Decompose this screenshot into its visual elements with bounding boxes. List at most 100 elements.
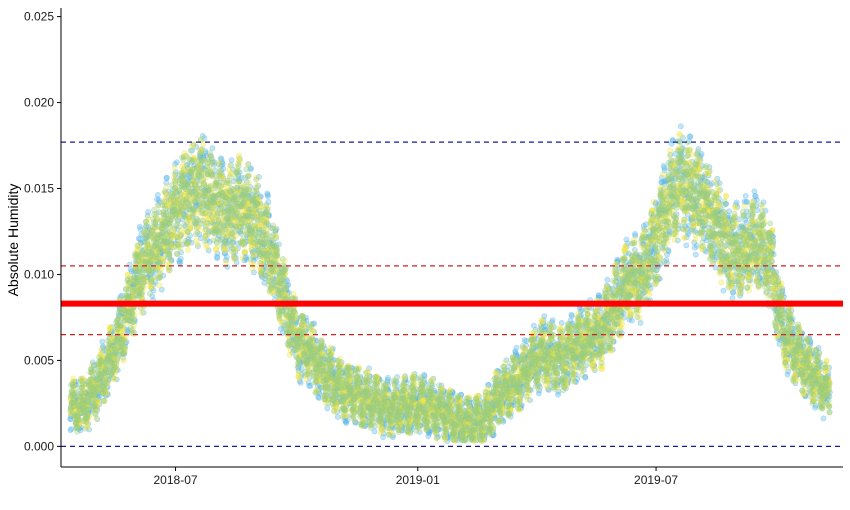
- scatter-point: [87, 392, 93, 399]
- scatter-point: [139, 309, 145, 316]
- scatter-point: [76, 419, 82, 426]
- scatter-point: [163, 184, 170, 191]
- scatter-point: [694, 242, 700, 249]
- scatter-point: [107, 340, 114, 347]
- scatter-point: [102, 389, 109, 396]
- scatter-point: [89, 359, 96, 366]
- scatter-point: [67, 416, 74, 423]
- scatter-point: [222, 246, 229, 253]
- scatter-point: [87, 386, 94, 392]
- scatter-point: [92, 379, 99, 386]
- scatter-point: [114, 357, 120, 363]
- scatter-point: [222, 259, 229, 266]
- scatter-point: [73, 389, 80, 396]
- scatter-point: [68, 401, 75, 408]
- scatter-point: [102, 375, 108, 382]
- scatter-point: [95, 389, 101, 396]
- scatter-point: [89, 391, 96, 398]
- scatter-point: [89, 376, 96, 383]
- scatter-point: [96, 375, 102, 381]
- scatter-point: [84, 400, 91, 407]
- scatter-point: [78, 397, 85, 404]
- scatter-point: [112, 363, 119, 370]
- scatter-point: [115, 345, 121, 351]
- scatter-point: [77, 416, 83, 423]
- scatter-point: [70, 395, 77, 401]
- scatter-point: [98, 368, 105, 375]
- scatter-point: [76, 424, 83, 431]
- scatter-point: [106, 373, 112, 380]
- scatter-point: [254, 182, 261, 189]
- scatter-point: [93, 382, 100, 389]
- scatter-point: [96, 381, 103, 388]
- scatter-point: [167, 256, 174, 263]
- scatter-point: [116, 339, 122, 346]
- scatter-point: [84, 404, 90, 411]
- scatter-point: [74, 412, 80, 419]
- scatter-point: [113, 366, 120, 373]
- scatter-point: [100, 365, 107, 372]
- scatter-point: [110, 342, 117, 349]
- scatter-point: [105, 391, 111, 398]
- scatter-point: [223, 253, 230, 260]
- scatter-point: [102, 389, 109, 396]
- scatter-point: [72, 395, 79, 402]
- scatter-point: [179, 229, 186, 236]
- scatter-point: [73, 398, 80, 405]
- scatter-point: [71, 389, 78, 396]
- scatter-point: [80, 399, 87, 406]
- scatter-point: [95, 387, 102, 393]
- scatter-point: [81, 393, 88, 399]
- scatter-point: [569, 312, 575, 319]
- scatter-point: [91, 366, 98, 373]
- scatter-point: [113, 361, 119, 367]
- scatter-point: [401, 374, 408, 381]
- scatter-point: [116, 312, 123, 319]
- scatter-point: [102, 364, 108, 371]
- scatter-point: [278, 320, 285, 327]
- scatter-point: [87, 406, 94, 413]
- scatter-point: [75, 410, 81, 417]
- scatter-point: [384, 374, 391, 381]
- scatter-point: [109, 355, 116, 362]
- scatter-point: [78, 410, 85, 416]
- scatter-point: [111, 343, 117, 350]
- scatter-point: [82, 396, 88, 403]
- scatter-point: [104, 385, 110, 391]
- scatter-point: [88, 377, 95, 384]
- scatter-point: [71, 378, 78, 385]
- scatter-point: [109, 324, 116, 330]
- scatter-point: [81, 389, 88, 395]
- scatter-point: [100, 359, 107, 366]
- scatter-point: [68, 411, 75, 418]
- scatter-point: [79, 403, 85, 410]
- scatter-point: [69, 392, 76, 399]
- scatter-point: [692, 251, 699, 258]
- scatter-point: [85, 396, 92, 403]
- scatter-point: [687, 133, 694, 140]
- scatter-point: [194, 241, 201, 248]
- scatter-point: [379, 426, 386, 433]
- scatter-point: [250, 261, 257, 268]
- scatter-point: [106, 335, 113, 342]
- scatter-point: [173, 159, 180, 166]
- scatter-point: [264, 193, 271, 200]
- scatter-point: [95, 392, 101, 398]
- scatter-point: [245, 179, 252, 186]
- scatter-point: [73, 378, 79, 385]
- scatter-point: [104, 358, 111, 365]
- scatter-point: [343, 417, 350, 424]
- scatter-point: [111, 355, 118, 362]
- scatter-point: [106, 364, 113, 371]
- scatter-point: [80, 405, 87, 412]
- scatter-point: [101, 387, 108, 394]
- scatter-point: [91, 386, 98, 392]
- scatter-point: [67, 427, 74, 434]
- scatter-point: [115, 311, 122, 318]
- scatter-point: [100, 361, 107, 367]
- scatter-point: [105, 345, 112, 352]
- scatter-point: [93, 376, 99, 383]
- scatter-point: [185, 246, 191, 253]
- scatter-point: [100, 343, 106, 350]
- scatter-point: [111, 354, 118, 360]
